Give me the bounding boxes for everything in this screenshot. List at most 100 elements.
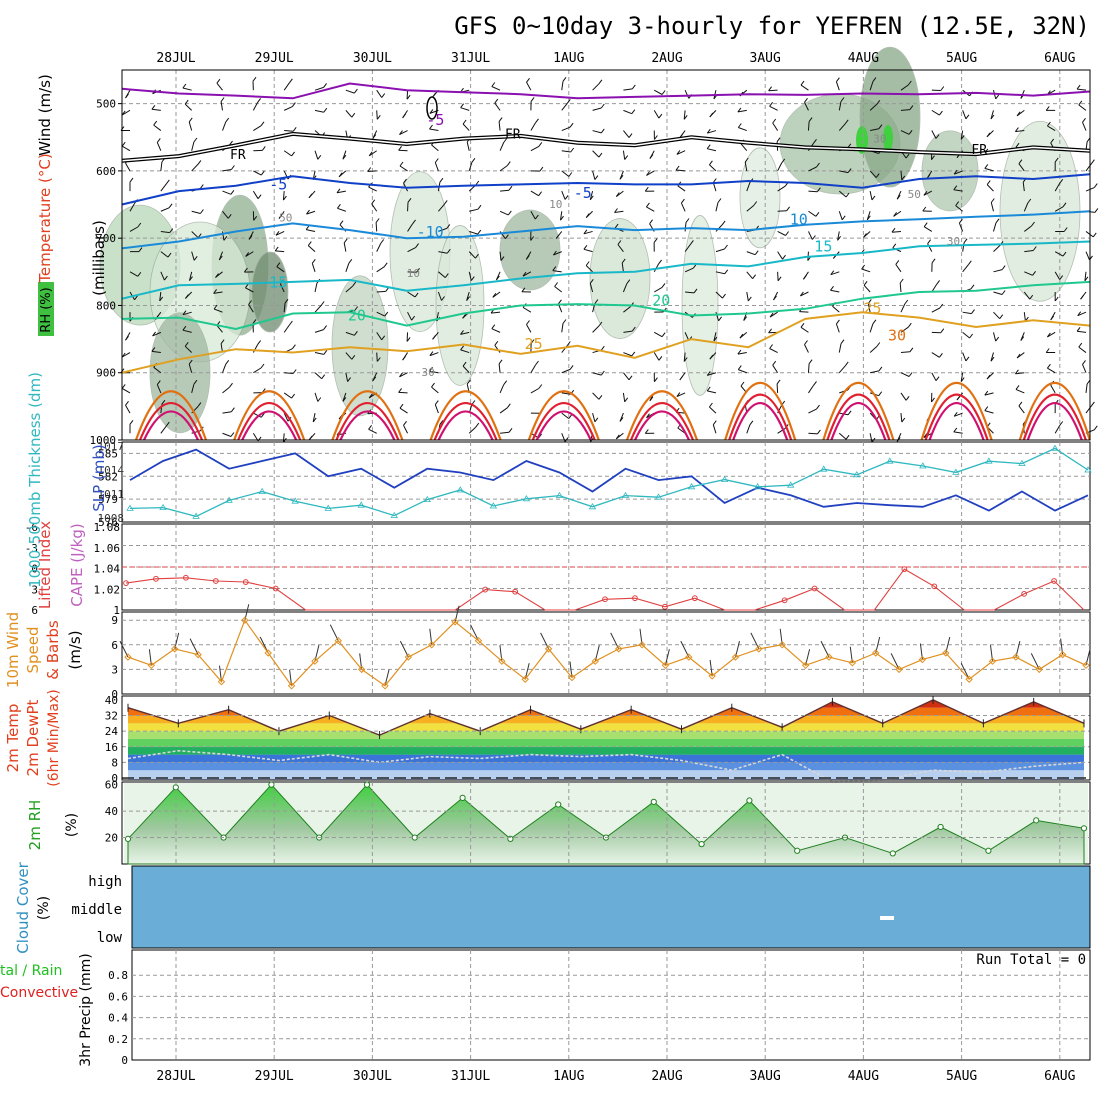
wind-barb bbox=[282, 433, 285, 443]
wind-barb bbox=[623, 306, 631, 313]
wind-barb-flag bbox=[995, 94, 1000, 100]
wind-barb bbox=[768, 89, 778, 92]
wind-marker bbox=[287, 682, 296, 690]
contour-label: FR bbox=[505, 128, 521, 143]
wind-barb bbox=[376, 311, 386, 317]
wind-barb-flag bbox=[530, 97, 535, 102]
wind-barb-flag bbox=[317, 155, 322, 160]
slp-marker bbox=[225, 496, 233, 503]
wind-marker bbox=[755, 645, 763, 653]
wind-barb-flag bbox=[554, 282, 558, 287]
wind-barb-flag bbox=[1062, 251, 1067, 257]
wind-barb-flag bbox=[383, 262, 388, 268]
precip-conv-label: Convective bbox=[0, 985, 78, 1001]
wind-barb-flag bbox=[800, 80, 805, 86]
wind-barb-flag bbox=[817, 187, 821, 192]
wind-barb-flag bbox=[193, 379, 198, 385]
wind-barb bbox=[431, 144, 439, 152]
wind-barb-flag bbox=[193, 255, 198, 261]
wind-barb-flag bbox=[661, 332, 666, 338]
wind-barb bbox=[407, 223, 413, 232]
wind-barb-flag bbox=[685, 218, 690, 223]
wind-barb-flag bbox=[1032, 270, 1036, 276]
wind-barb-flag bbox=[844, 361, 849, 367]
wind-barb-flag bbox=[159, 296, 164, 302]
wind-barb-flag bbox=[813, 139, 817, 144]
wind-tick-label: 0 bbox=[111, 688, 118, 701]
wind-barb bbox=[345, 110, 353, 118]
wind-barb-flag bbox=[439, 177, 444, 183]
wind-barb bbox=[589, 283, 594, 293]
wind-marker bbox=[1035, 665, 1043, 674]
wind-barb-flag bbox=[999, 314, 1004, 320]
wind-barb-flag bbox=[1054, 296, 1059, 302]
wind-barb-flag bbox=[600, 103, 605, 109]
wind-barb-flag bbox=[229, 382, 233, 388]
wind-barb-flag bbox=[188, 117, 193, 123]
wind-barb bbox=[306, 229, 316, 232]
wind-barb-flag bbox=[713, 336, 718, 342]
wind-barb-flag bbox=[492, 292, 497, 298]
rh-marker bbox=[746, 797, 753, 804]
wind-barb-flag bbox=[963, 238, 968, 243]
slp-marker bbox=[853, 471, 861, 478]
wind-barb bbox=[314, 109, 324, 113]
wind-barb-flag bbox=[1045, 106, 1050, 111]
wind-barb bbox=[345, 331, 355, 336]
wind-barb-flag bbox=[429, 124, 433, 130]
warm-isotherm bbox=[143, 401, 1083, 441]
wind-barb bbox=[499, 142, 505, 151]
wind-barb-flag bbox=[165, 179, 170, 185]
cape-marker bbox=[1021, 590, 1028, 597]
wind-barb-flag bbox=[871, 195, 876, 201]
contour-label: 15 bbox=[269, 273, 287, 291]
wind-barb bbox=[654, 89, 663, 95]
wind-barb-flag bbox=[566, 99, 571, 104]
wind-barb-flag bbox=[184, 294, 189, 299]
wind-barb bbox=[314, 352, 324, 355]
wind-barb bbox=[899, 282, 902, 293]
wind-barb-flag bbox=[562, 77, 567, 82]
wind-barb bbox=[738, 127, 747, 132]
wind-barb-flag bbox=[552, 266, 557, 271]
wind-barb-flag bbox=[878, 124, 883, 129]
y-axis-title: Temperature (°C) bbox=[36, 153, 54, 283]
wind-barb bbox=[923, 190, 933, 196]
cape-marker bbox=[901, 566, 908, 573]
wind-barb-flag bbox=[1027, 198, 1032, 204]
wind-barb-flag bbox=[343, 238, 348, 244]
wind-barb-flag bbox=[984, 406, 989, 411]
wind-barb-flag bbox=[752, 274, 756, 280]
wind-barb-flag bbox=[615, 192, 620, 197]
wind-barb bbox=[498, 363, 501, 373]
wind-barb-flag bbox=[585, 213, 590, 218]
wind-barb bbox=[182, 329, 192, 333]
wind-barb-flag bbox=[306, 209, 310, 215]
wind-barb bbox=[314, 283, 318, 293]
wind-barb bbox=[900, 413, 903, 423]
wind-barb bbox=[617, 244, 624, 252]
slp-marker bbox=[1084, 466, 1092, 473]
wind-barb bbox=[438, 271, 446, 278]
wind-barb-flag bbox=[323, 83, 328, 88]
wind-barb bbox=[283, 324, 290, 333]
rh-marker bbox=[459, 794, 466, 801]
wind-barb-flag bbox=[754, 250, 759, 255]
wind-barb-flag bbox=[1020, 336, 1025, 341]
date-label-bottom: 29JUL bbox=[255, 1069, 294, 1084]
wind-barb bbox=[839, 170, 849, 174]
wind-barb-flag bbox=[535, 360, 539, 366]
wind-barb bbox=[621, 262, 624, 272]
wind-barb bbox=[282, 191, 285, 201]
wind-barb bbox=[1018, 405, 1025, 414]
thickness-tick-label: 585 bbox=[98, 447, 118, 460]
wind-barb-flag bbox=[558, 299, 562, 305]
wind-barb bbox=[709, 406, 717, 414]
wind-barb-flag bbox=[475, 422, 480, 428]
wind-barb bbox=[623, 130, 630, 138]
thickness-tick-label: 579 bbox=[98, 493, 118, 506]
wind-marker bbox=[825, 653, 833, 661]
wind-barb bbox=[746, 291, 749, 301]
wind-marker bbox=[988, 657, 997, 665]
cape-lifted-index-panel: -6 -3 0 3 6 1.08 1.06 1.04 1.02 1 bbox=[25, 521, 1091, 617]
